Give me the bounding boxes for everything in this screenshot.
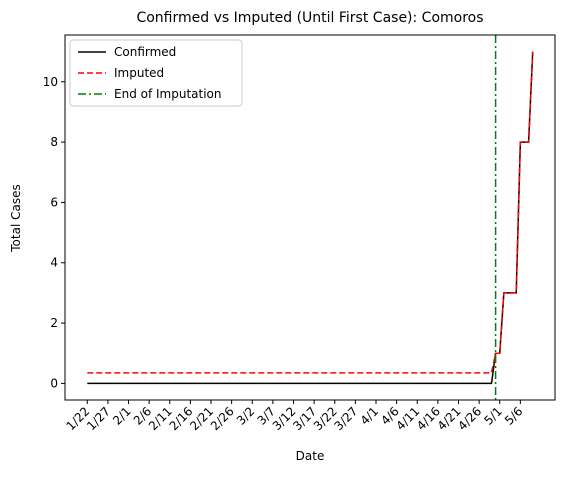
- x-tick-label: 2/26: [208, 404, 237, 433]
- x-tick-label: 5/1: [481, 404, 505, 428]
- x-tick-label: 1/27: [84, 404, 113, 433]
- x-tick-label: 2/1: [110, 404, 134, 428]
- x-tick-label: 4/26: [455, 404, 484, 433]
- x-tick-label: 4/1: [358, 404, 382, 428]
- x-tick-label: 3/2: [234, 404, 258, 428]
- x-tick-label: 3/27: [332, 404, 361, 433]
- x-tick-label: 5/6: [502, 404, 526, 428]
- legend-label: Imputed: [114, 66, 164, 80]
- legend-label: End of Imputation: [114, 87, 222, 101]
- line-series: [87, 51, 534, 385]
- legend-box: [69, 39, 243, 107]
- y-tick-label: 4: [50, 256, 58, 270]
- y-tick-label: 0: [50, 376, 58, 390]
- y-tick-label: 8: [50, 135, 58, 149]
- y-tick-label: 10: [43, 75, 58, 89]
- x-axis-label: Date: [296, 449, 325, 463]
- chart-title: Confirmed vs Imputed (Until First Case):…: [136, 10, 483, 26]
- plot-frame: [64, 34, 556, 401]
- y-tick-label: 6: [50, 195, 58, 209]
- line-series: [87, 51, 534, 374]
- y-axis-label: Total Cases: [9, 184, 23, 252]
- y-tick-label: 2: [50, 316, 58, 330]
- legend-label: Confirmed: [114, 45, 176, 59]
